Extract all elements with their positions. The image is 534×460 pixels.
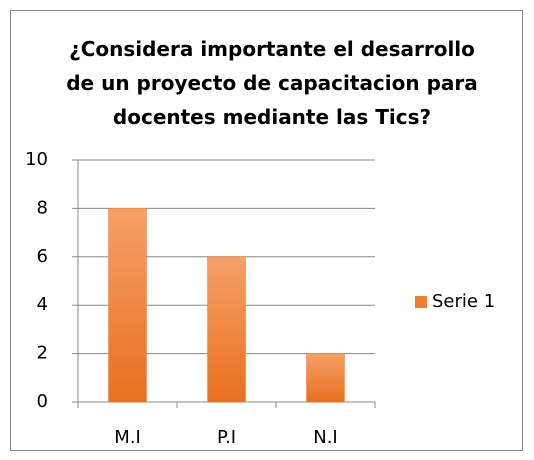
y-tick-label: 4: [37, 294, 48, 315]
bar: [207, 256, 246, 403]
chart-frame: [10, 10, 523, 451]
x-tick-label: M.I: [114, 427, 141, 448]
x-tick-label: N.I: [313, 427, 338, 448]
bar: [306, 353, 345, 403]
chart-title: ¿Considera importante el desarrollo de u…: [66, 37, 478, 129]
y-tick-label: 10: [25, 149, 48, 170]
y-tick-label: 0: [37, 391, 48, 412]
bar: [108, 208, 147, 403]
x-tick-label: P.I: [217, 427, 236, 448]
y-tick-label: 8: [37, 197, 48, 218]
legend-swatch: [415, 296, 427, 308]
y-tick-label: 2: [37, 343, 48, 364]
y-tick-label: 6: [37, 246, 48, 267]
legend-label: Serie 1: [432, 291, 495, 312]
